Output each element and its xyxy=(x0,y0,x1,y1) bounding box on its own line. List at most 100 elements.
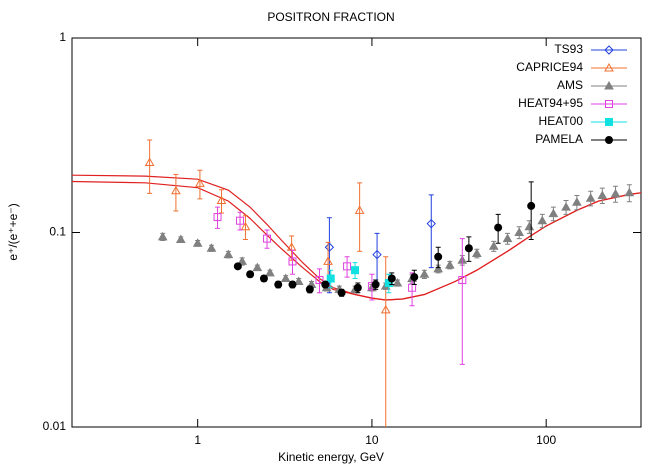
marker xyxy=(354,205,365,214)
marker xyxy=(444,260,455,269)
marker xyxy=(213,213,222,222)
marker xyxy=(326,274,335,283)
marker xyxy=(610,188,621,198)
marker xyxy=(233,262,242,271)
marker xyxy=(321,280,330,289)
marker xyxy=(195,178,205,187)
legend: TS93 CAPRICE94 AMS HEAT94+95 HEAT00 PAMELA xyxy=(516,42,627,146)
x-axis-label: Kinetic energy, GeV xyxy=(278,450,384,464)
marker xyxy=(315,275,324,284)
marker xyxy=(293,276,304,285)
legend-label: HEAT00 xyxy=(539,114,584,128)
error-bar xyxy=(237,211,243,231)
marker xyxy=(494,223,503,232)
marker xyxy=(434,252,443,261)
marker xyxy=(259,274,268,283)
marker xyxy=(144,157,155,167)
error-bar xyxy=(173,173,179,212)
error-bar xyxy=(242,215,248,241)
y-axis-label: e⁺/(e⁺+e⁻) xyxy=(6,203,20,260)
marker xyxy=(192,238,203,247)
error-bar xyxy=(197,169,203,200)
error-bar xyxy=(289,249,295,275)
error-bar xyxy=(383,256,389,427)
marker xyxy=(246,270,255,279)
marker xyxy=(343,262,352,271)
marker xyxy=(426,218,436,229)
marker xyxy=(252,262,263,272)
marker xyxy=(353,283,362,292)
marker xyxy=(548,208,559,218)
marker xyxy=(171,185,181,195)
marker xyxy=(274,280,283,289)
marker xyxy=(237,256,248,265)
marker xyxy=(514,227,525,236)
legend-label: PAMELA xyxy=(535,132,583,146)
marker xyxy=(372,249,382,260)
error-bar xyxy=(219,189,225,214)
marker xyxy=(561,202,571,211)
marker xyxy=(527,201,536,210)
marker xyxy=(585,193,596,202)
marker xyxy=(337,288,346,297)
error-bar xyxy=(289,235,295,261)
x-tick-label: 100 xyxy=(536,433,556,447)
model-curve xyxy=(72,174,641,301)
legend-label: TS93 xyxy=(554,42,583,56)
marker xyxy=(206,243,217,252)
marker xyxy=(471,248,482,257)
marker xyxy=(433,263,444,273)
marker xyxy=(351,266,360,275)
error-bar xyxy=(528,181,534,241)
marker xyxy=(605,136,613,144)
error-bar xyxy=(344,256,350,278)
marker xyxy=(216,195,227,205)
marker xyxy=(157,231,168,241)
model-curve xyxy=(72,180,641,301)
marker xyxy=(288,280,297,289)
y-tick-label: 0.1 xyxy=(49,225,66,239)
marker xyxy=(280,273,291,283)
y-tick-label: 0.01 xyxy=(43,419,67,433)
x-tick-label: 1 xyxy=(194,433,201,447)
chart-title: POSITRON FRACTION xyxy=(267,10,394,24)
marker xyxy=(223,249,234,259)
error-bar xyxy=(147,139,153,194)
marker xyxy=(464,244,473,253)
x-tick-label: 10 xyxy=(365,433,379,447)
marker xyxy=(387,274,396,283)
marker xyxy=(458,275,467,284)
marker xyxy=(380,304,391,314)
marker xyxy=(524,221,535,231)
marker xyxy=(604,80,614,90)
marker xyxy=(605,118,613,126)
marker xyxy=(597,190,608,199)
marker xyxy=(175,234,186,244)
marker xyxy=(605,100,613,108)
marker xyxy=(323,256,333,265)
error-bar xyxy=(459,238,465,365)
marker xyxy=(371,280,380,289)
error-bar xyxy=(215,206,221,229)
marker xyxy=(502,233,513,243)
marker xyxy=(305,285,314,294)
marker xyxy=(604,62,614,72)
marker xyxy=(236,216,245,225)
marker xyxy=(488,241,499,250)
plot-area xyxy=(72,139,641,427)
marker xyxy=(572,197,582,206)
marker xyxy=(263,234,272,243)
error-bar xyxy=(428,194,434,269)
marker xyxy=(419,269,430,278)
marker xyxy=(392,277,403,287)
error-bar xyxy=(357,182,363,252)
legend-label: AMS xyxy=(557,78,583,92)
marker xyxy=(537,215,548,225)
marker xyxy=(604,45,614,55)
legend-label: HEAT94+95 xyxy=(518,96,583,110)
marker xyxy=(288,257,297,266)
marker xyxy=(265,267,275,277)
marker xyxy=(240,221,251,231)
